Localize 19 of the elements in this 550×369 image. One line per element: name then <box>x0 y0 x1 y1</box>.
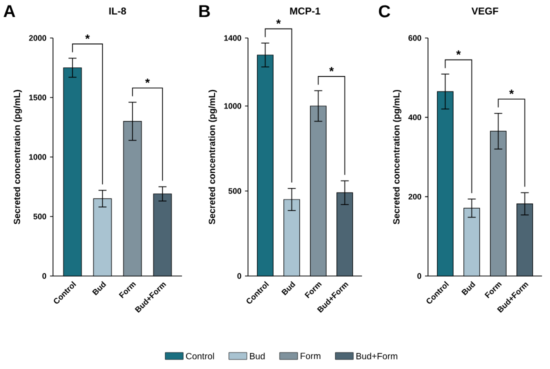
legend-label: Bud+Form <box>356 352 398 360</box>
annotation: * <box>85 34 90 39</box>
text: C <box>378 5 390 18</box>
chart-title: VEGF <box>472 8 498 15</box>
text: B <box>199 5 210 18</box>
legend-label: Control <box>186 352 214 360</box>
chart-title: MCP-1 <box>290 8 320 15</box>
legend-label: Form <box>300 352 320 360</box>
y-axis-title: Secreted concentration (pg/mL) <box>392 90 402 224</box>
y-axis-title: Secreted concentration (pg/mL) <box>14 90 22 224</box>
annotation: * <box>509 90 514 94</box>
text: * <box>276 19 281 24</box>
y-axis-title: Secreted concentration (pg/mL) <box>208 90 217 224</box>
annotation: * <box>329 67 334 72</box>
legend-label: Bud <box>250 352 265 360</box>
chart-title: IL-8 <box>109 8 126 15</box>
annotation: * <box>456 50 461 55</box>
text: A <box>4 5 16 18</box>
annotation: * <box>145 78 150 83</box>
